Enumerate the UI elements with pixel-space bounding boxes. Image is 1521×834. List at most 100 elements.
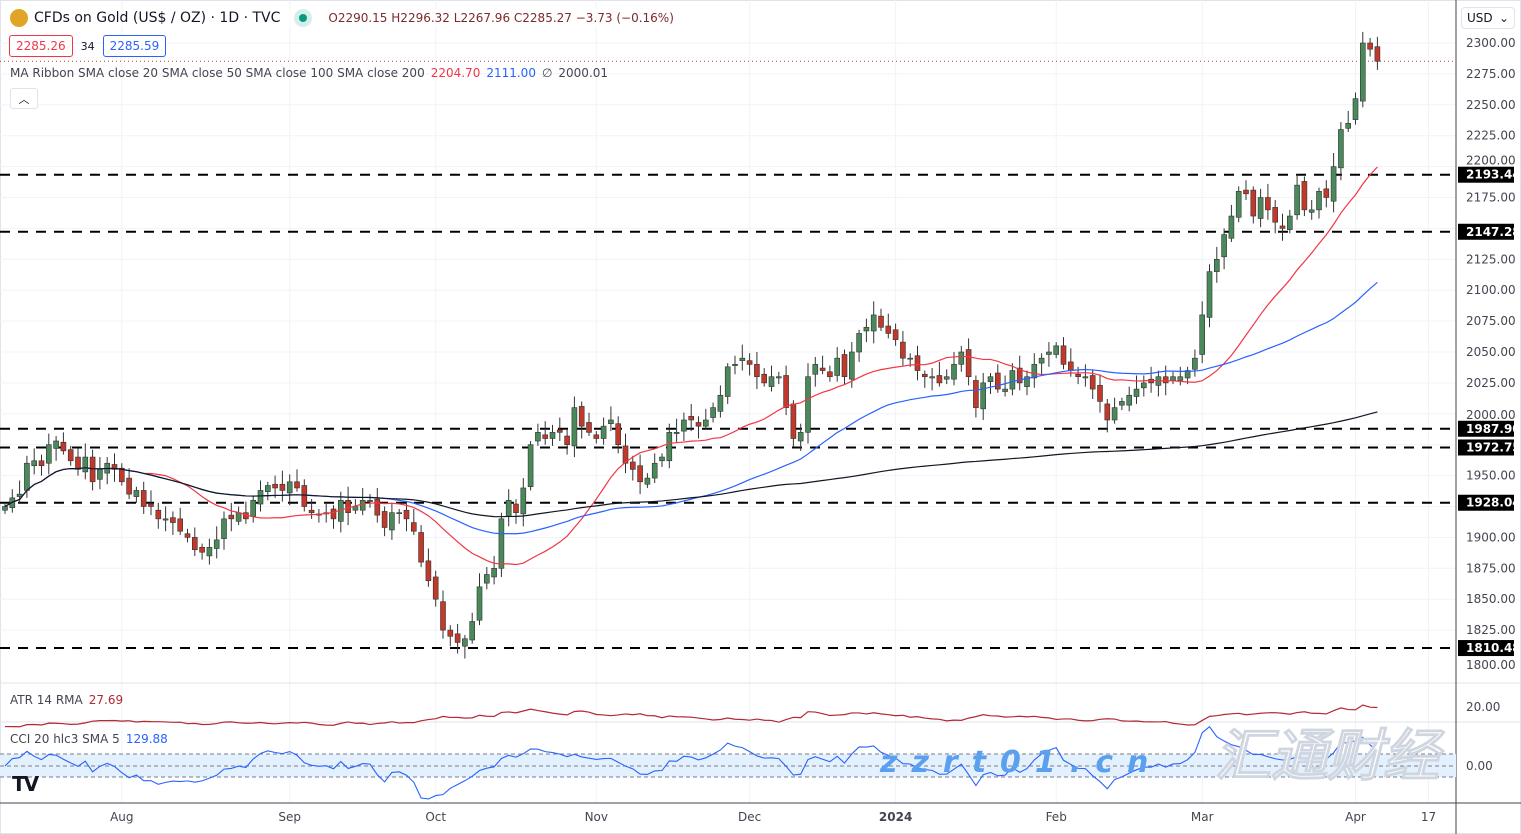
candle-down	[1323, 188, 1330, 198]
level-label: 1928.04	[1466, 496, 1521, 510]
candle-up	[600, 425, 607, 439]
tradingview-logo[interactable]: TV	[12, 772, 39, 796]
candle-down	[432, 576, 439, 600]
candle-up	[1199, 314, 1205, 355]
candle-up	[1170, 376, 1176, 381]
low-value: L2267.96	[453, 11, 511, 25]
time-tick: Feb	[1046, 810, 1067, 824]
candle-down	[140, 490, 147, 507]
candle-up	[1009, 370, 1016, 390]
candle-down	[111, 464, 118, 470]
candle-up	[221, 518, 227, 539]
candle-up	[162, 518, 169, 521]
price-tick: 2275.00	[1466, 67, 1516, 81]
candle-up	[97, 469, 103, 480]
candle-up	[1141, 382, 1147, 389]
candle-up	[659, 456, 665, 462]
currency-select[interactable]: USD ⌄	[1461, 7, 1515, 29]
time-tick: Apr	[1345, 810, 1366, 824]
candle-up	[856, 333, 862, 353]
candle-up	[739, 357, 746, 361]
atr-legend[interactable]: ATR 14 RMA 27.69	[10, 693, 123, 707]
sma20-value: 2204.70	[430, 66, 481, 80]
candle-down	[155, 509, 162, 520]
level-label-bg	[1458, 439, 1514, 456]
candle-down	[454, 633, 461, 643]
level-label: 1810.48	[1466, 641, 1521, 655]
candle-down	[936, 375, 943, 384]
candle-up	[834, 357, 841, 376]
candle-down	[1089, 375, 1096, 390]
candle-up	[1308, 209, 1315, 213]
candle-down	[586, 422, 592, 433]
candle-down	[754, 364, 760, 378]
candle-down	[301, 485, 308, 507]
candle-down	[177, 518, 183, 532]
collapse-legend-button[interactable]: ︿	[10, 88, 38, 109]
market-status-icon	[294, 9, 313, 27]
candle-down	[578, 406, 585, 427]
candle-up	[1192, 357, 1198, 370]
cci-legend[interactable]: CCI 20 hlc3 SMA 5 129.88	[10, 732, 168, 746]
candle-up	[848, 351, 855, 380]
candle-down	[841, 354, 848, 378]
level-label: 2147.28	[1466, 225, 1521, 239]
candle-down	[89, 456, 96, 483]
candle-down	[418, 532, 424, 563]
symbol-legend: CFDs on Gold (US$ / OZ) · 1D · TVC O2290…	[10, 9, 674, 27]
candle-down	[1060, 345, 1067, 365]
candle-down	[60, 441, 67, 452]
cci-value: 129.88	[125, 732, 168, 746]
candle-up	[980, 382, 987, 410]
candle-down	[1016, 367, 1023, 384]
price-tick: 2100.00	[1466, 283, 1516, 297]
candle-up	[958, 351, 965, 365]
candle-up	[1082, 376, 1089, 379]
price-tick: 2075.00	[1466, 314, 1516, 328]
buy-price-button[interactable]: 2285.59	[102, 35, 167, 57]
candle-up	[710, 407, 716, 418]
candle-down	[622, 445, 629, 464]
time-tick: 17	[1421, 810, 1436, 824]
sell-price-button[interactable]: 2285.26	[9, 35, 73, 57]
candle-up	[673, 432, 680, 434]
price-tick: 1850.00	[1466, 592, 1516, 606]
candle-up	[1119, 401, 1125, 406]
candle-down	[345, 500, 351, 513]
candle-down	[374, 498, 381, 516]
candle-down	[1243, 189, 1249, 195]
ma-ribbon-legend[interactable]: MA Ribbon SMA close 20 SMA close 50 SMA …	[10, 66, 608, 80]
candle-down	[819, 367, 826, 371]
candle-down	[1272, 207, 1278, 223]
candle-up	[929, 376, 935, 379]
candle-down	[148, 503, 154, 507]
price-tick: 1950.00	[1466, 469, 1516, 483]
candle-down	[425, 560, 432, 581]
level-label: 2193.44	[1466, 168, 1521, 182]
candle-down	[75, 456, 81, 470]
price-tick: 1825.00	[1466, 623, 1516, 637]
candle-up	[702, 419, 709, 427]
candle-down	[308, 509, 315, 513]
symbol-title[interactable]: CFDs on Gold (US$ / OZ) · 1D · TVC	[34, 10, 281, 26]
time-tick: Aug	[110, 810, 133, 824]
candle-down	[67, 449, 74, 462]
candle-up	[206, 546, 213, 557]
bid-ask: 2285.26 34 2285.59	[9, 35, 167, 57]
candle-up	[505, 500, 512, 517]
candle-up	[1126, 394, 1132, 406]
candle-up	[53, 440, 59, 449]
candle-down	[294, 481, 300, 489]
candle-up	[359, 500, 366, 511]
price-tick: 2125.00	[1466, 252, 1516, 266]
candle-down	[1250, 189, 1257, 217]
candle-up	[235, 512, 242, 522]
candle-down	[914, 355, 921, 371]
price-tick: 2000.00	[1466, 408, 1516, 422]
candle-down	[593, 434, 600, 439]
chevron-up-icon: ︿	[18, 92, 30, 106]
candle-down	[761, 373, 768, 384]
price-tick: 1900.00	[1466, 530, 1516, 544]
candle-up	[82, 456, 89, 473]
